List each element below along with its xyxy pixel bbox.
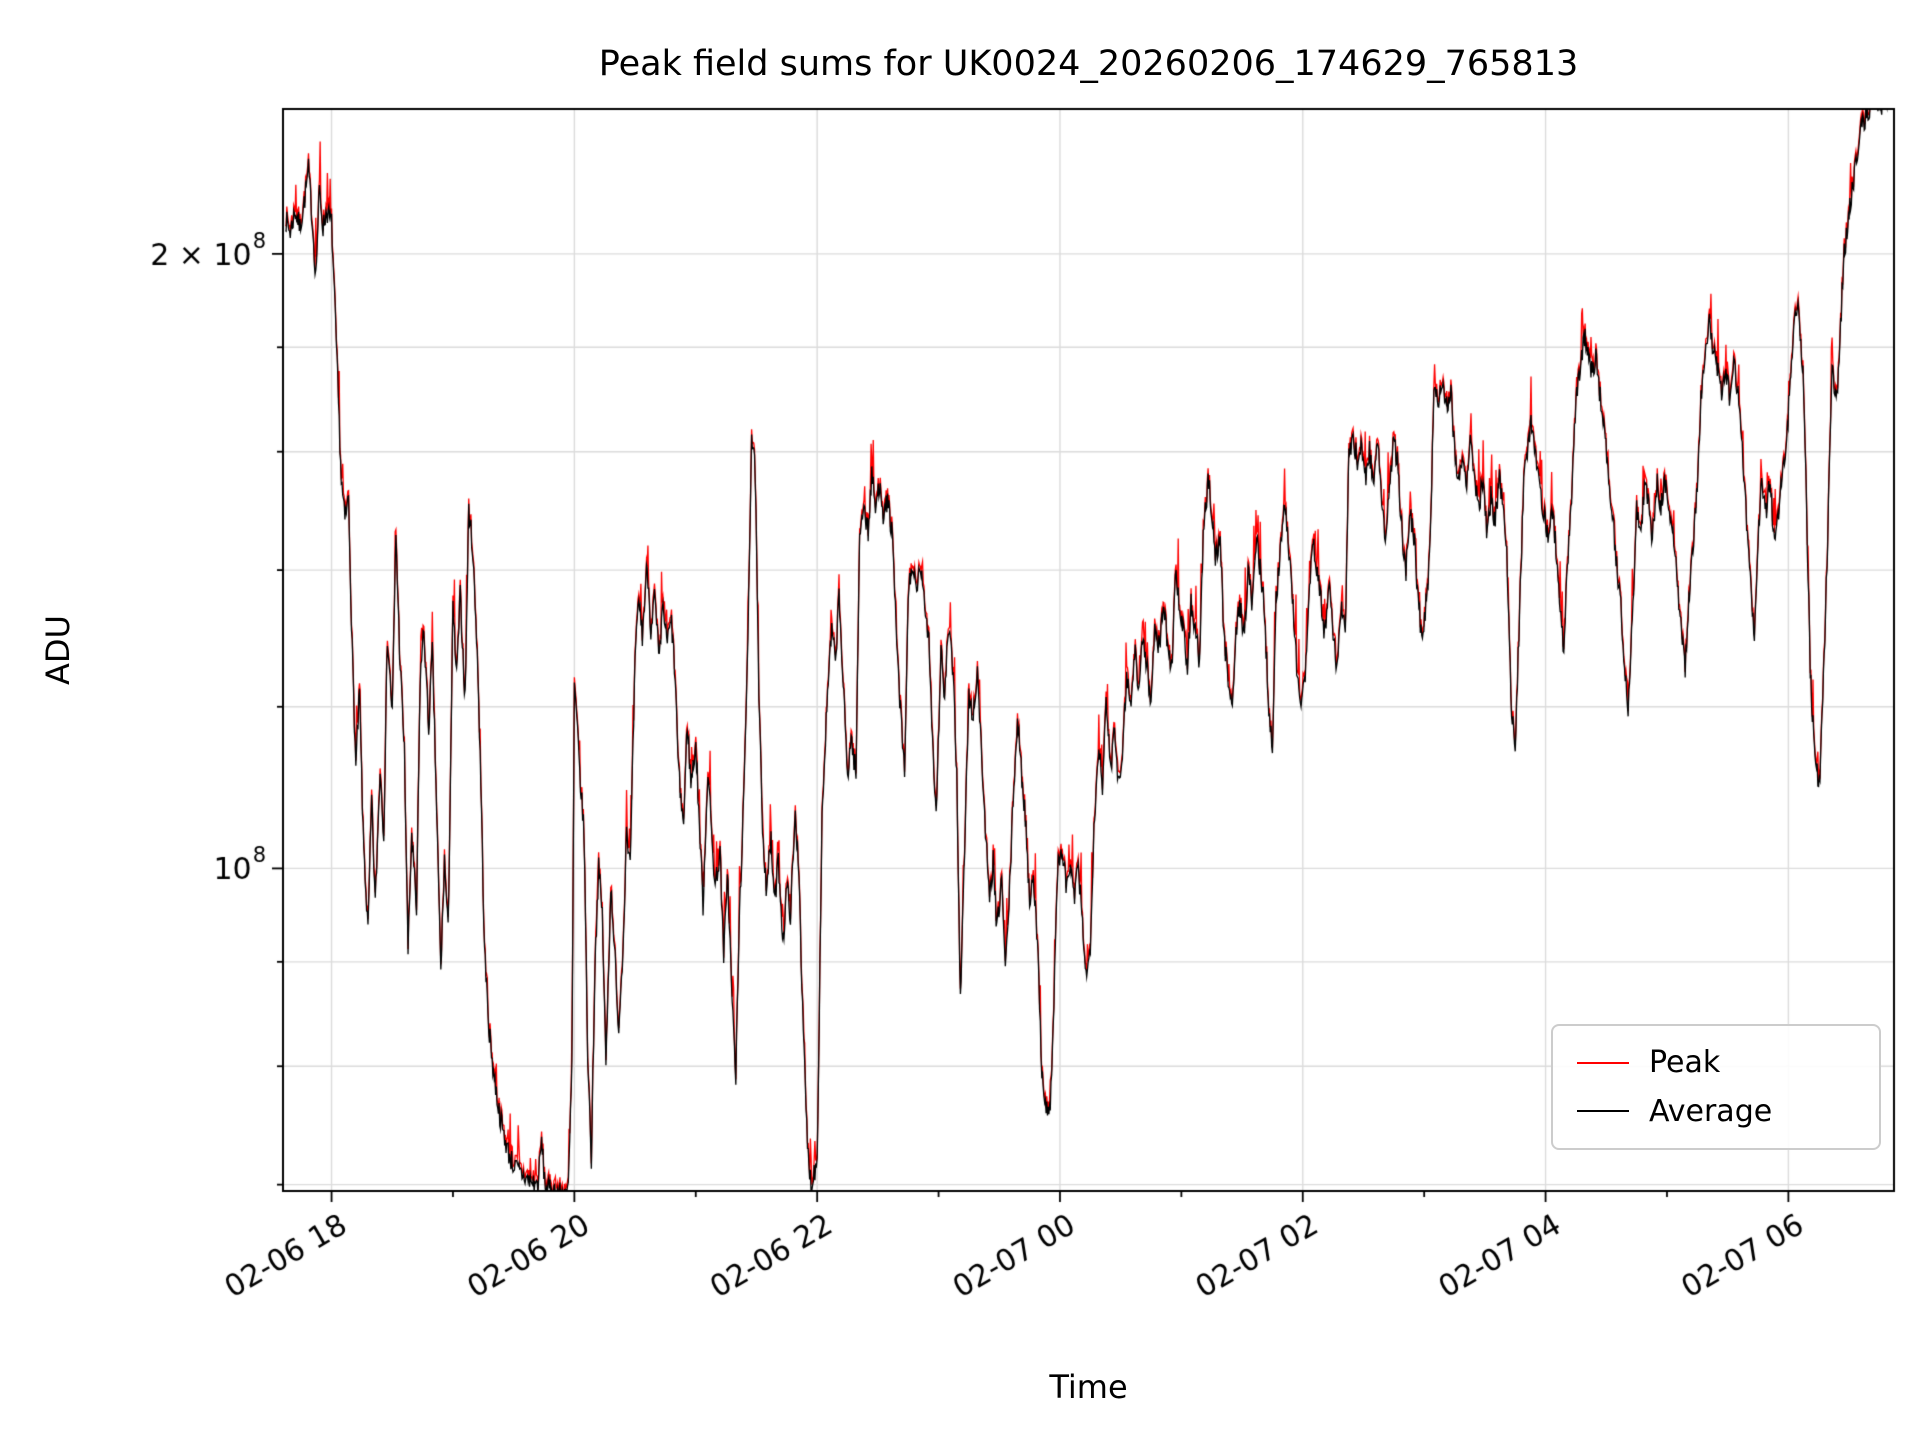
y-axis-label: ADU <box>39 615 77 685</box>
legend-item-peak: Peak <box>1577 1045 1855 1080</box>
legend-label-peak: Peak <box>1649 1045 1721 1081</box>
legend-item-average: Average <box>1577 1094 1855 1129</box>
legend: Peak Average <box>1551 1024 1881 1150</box>
chart-title: Peak field sums for UK0024_20260206_1746… <box>598 44 1579 84</box>
average-line-swatch <box>1577 1110 1629 1113</box>
x-axis-label: Time <box>1049 1368 1128 1406</box>
legend-label-average: Average <box>1649 1093 1773 1129</box>
peak-line-swatch <box>1577 1061 1629 1064</box>
